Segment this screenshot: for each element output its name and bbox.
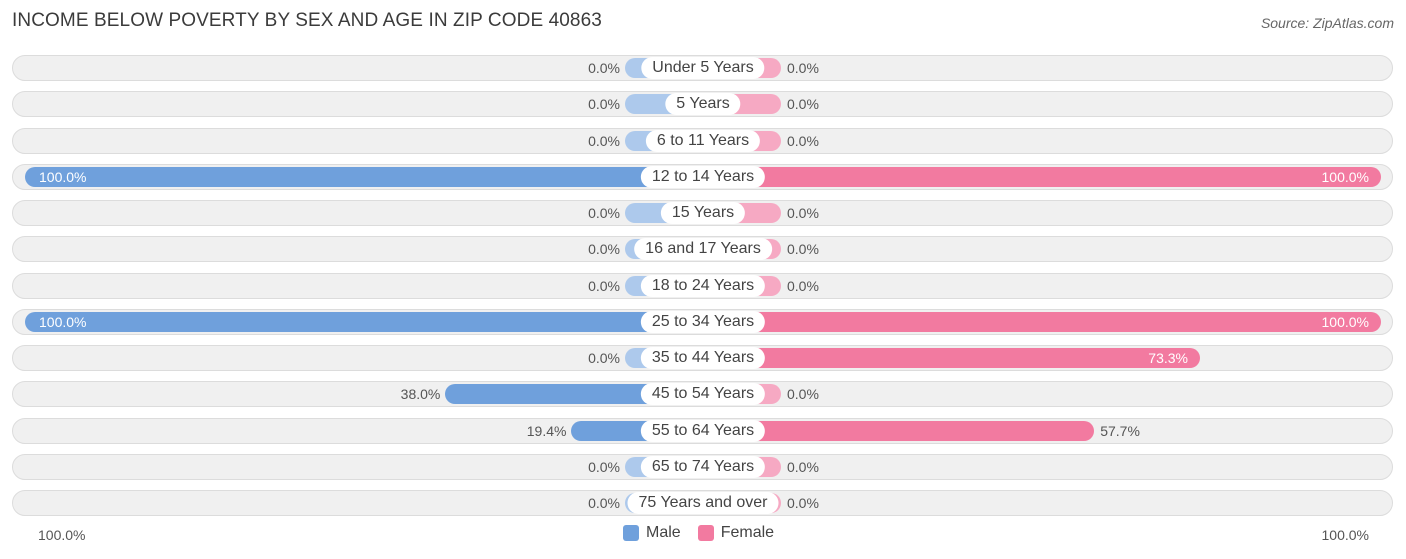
value-label-male: 0.0% — [588, 350, 620, 366]
category-label: 35 to 44 Years — [640, 347, 766, 369]
value-label-female: 0.0% — [787, 495, 819, 511]
legend-swatch-male — [623, 525, 639, 541]
value-label-female: 0.0% — [787, 96, 819, 112]
category-label: 75 Years and over — [627, 492, 779, 514]
value-label-male: 100.0% — [39, 314, 87, 330]
value-label-female: 0.0% — [787, 459, 819, 475]
value-label-female: 0.0% — [787, 278, 819, 294]
bar-female — [703, 348, 1200, 368]
legend-item-female: Female — [697, 524, 775, 542]
category-label: Under 5 Years — [641, 57, 765, 79]
category-label: 15 Years — [660, 202, 746, 224]
value-label-female: 0.0% — [787, 386, 819, 402]
value-label-male: 0.0% — [588, 241, 620, 257]
value-label-male: 38.0% — [400, 386, 441, 402]
axis-right-label: 100.0% — [1321, 527, 1369, 543]
bar-male — [25, 167, 703, 187]
value-label-female: 0.0% — [787, 205, 819, 221]
legend-label-male: Male — [646, 524, 681, 541]
legend-item-male: Male — [623, 524, 681, 542]
category-label: 18 to 24 Years — [640, 275, 766, 297]
category-label: 55 to 64 Years — [640, 420, 766, 442]
bar-male — [25, 312, 703, 332]
value-label-male: 0.0% — [588, 205, 620, 221]
category-label: 25 to 34 Years — [640, 311, 766, 333]
category-label: 6 to 11 Years — [645, 130, 761, 152]
category-label: 5 Years — [665, 93, 741, 115]
value-label-male: 0.0% — [588, 96, 620, 112]
value-label-male: 19.4% — [526, 423, 567, 439]
value-label-male: 0.0% — [588, 278, 620, 294]
value-label-male: 100.0% — [39, 169, 87, 185]
value-label-female: 0.0% — [787, 133, 819, 149]
value-label-female: 100.0% — [1321, 314, 1369, 330]
chart-rows: 0.0% 0.0% Under 5 Years 0.0% 0.0% 5 Years 0.0%… — [12, 55, 1393, 516]
chart-title: INCOME BELOW POVERTY BY SEX AND AGE IN Z… — [12, 10, 602, 31]
legend: Male Female — [623, 524, 791, 542]
legend-swatch-female — [697, 525, 714, 541]
value-label-female: 100.0% — [1321, 169, 1369, 185]
axis-left-label: 100.0% — [38, 527, 86, 543]
value-label-female: 57.7% — [1100, 423, 1140, 439]
value-label-male: 0.0% — [588, 495, 620, 511]
category-label: 45 to 54 Years — [640, 383, 766, 405]
value-label-male: 0.0% — [588, 459, 620, 475]
legend-label-female: Female — [720, 524, 775, 541]
source-label: Source: ZipAtlas.com — [1260, 15, 1394, 31]
bar-female — [703, 167, 1381, 187]
value-label-female: 0.0% — [787, 241, 819, 257]
category-label: 65 to 74 Years — [640, 456, 766, 478]
value-label-male: 0.0% — [588, 60, 620, 76]
bar-male — [445, 384, 703, 404]
category-label: 12 to 14 Years — [640, 166, 766, 188]
bar-female — [703, 312, 1381, 332]
category-label: 16 and 17 Years — [634, 238, 772, 260]
bar-female — [703, 421, 1095, 441]
value-label-male: 0.0% — [588, 133, 620, 149]
value-label-female: 0.0% — [787, 60, 819, 76]
value-label-female: 73.3% — [1148, 350, 1188, 366]
